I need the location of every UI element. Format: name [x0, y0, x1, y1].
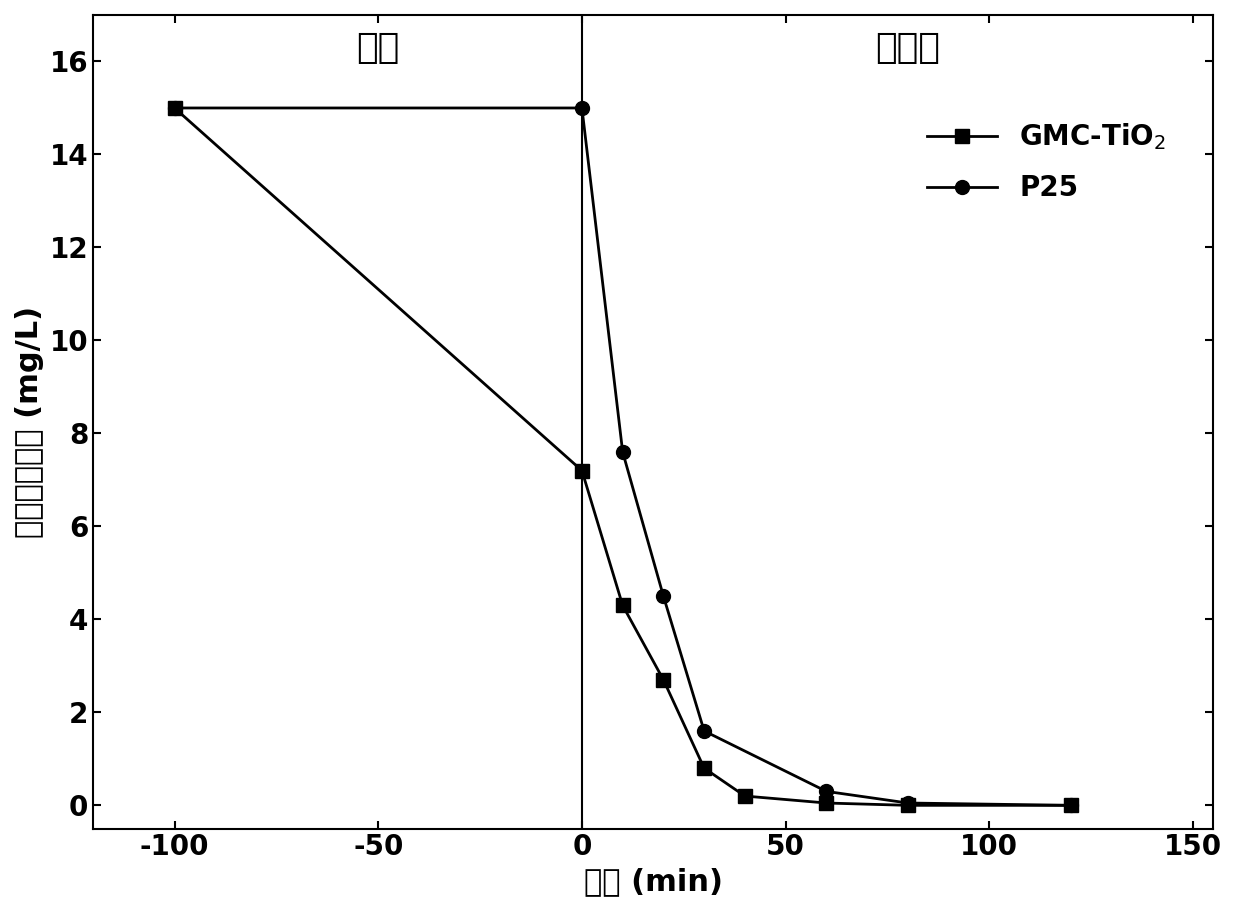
- Text: 吸附: 吸附: [357, 31, 399, 65]
- Y-axis label: 环丙沙星浓度 (mg/L): 环丙沙星浓度 (mg/L): [15, 306, 43, 537]
- Legend: GMC-TiO$_2$, P25: GMC-TiO$_2$, P25: [916, 110, 1177, 213]
- Text: 光催化: 光催化: [875, 31, 940, 65]
- X-axis label: 时间 (min): 时间 (min): [584, 867, 723, 896]
